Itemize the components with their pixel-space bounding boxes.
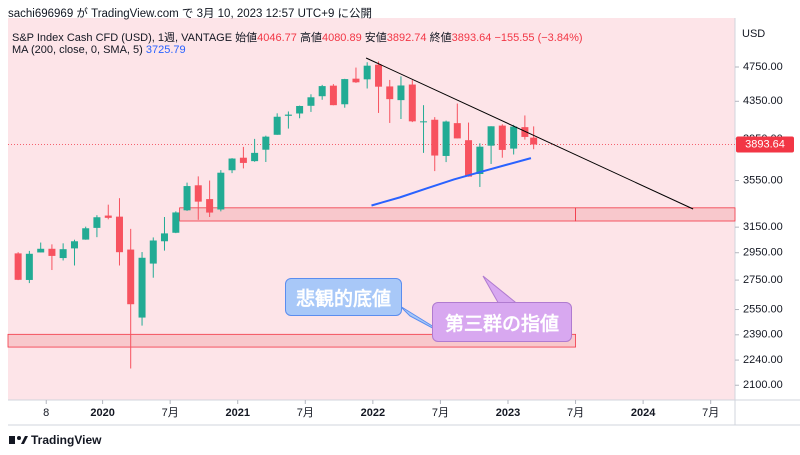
x-tick-label: 7月 [162, 407, 179, 419]
candle-body [431, 119, 439, 156]
candle-body [172, 212, 180, 233]
value: 4046.77 [257, 32, 297, 44]
candle-body [273, 116, 281, 135]
legend: S&P Index Cash CFD (USD), 1週, VANTAGE 始値… [12, 29, 583, 45]
candle-body [307, 97, 315, 106]
candle-body [82, 228, 90, 240]
candle-body [363, 65, 371, 80]
x-tick-label: 8 [43, 407, 49, 419]
candle-body [453, 123, 461, 139]
candle-body [386, 86, 394, 100]
zone [575, 207, 736, 222]
x-tick-label: 2023 [496, 407, 520, 419]
value: 3893.64 [451, 32, 492, 44]
label: 安値 [364, 32, 387, 44]
x-tick-label: 2024 [631, 407, 656, 419]
brand: TradingView [31, 433, 102, 447]
change: −155.55 [494, 32, 535, 44]
last-price-label: 3893.64 [745, 138, 785, 150]
y-tick-label: 2950.00 [743, 247, 783, 259]
candle-body [104, 215, 112, 218]
candle-body [115, 216, 123, 253]
y-unit: USD [742, 28, 765, 40]
candle-body [329, 85, 337, 106]
candle-body [296, 105, 304, 114]
y-tick-label: 2240.00 [743, 354, 783, 366]
label: 終値 [429, 32, 452, 44]
candle-body [194, 185, 202, 202]
candle-body [352, 78, 360, 83]
title: S&P Index Cash CFD (USD), 1週, VANTAGE [12, 32, 233, 44]
candle-body [521, 127, 529, 137]
published: sachi696969 が TradingView.com で 3月 10, 2… [8, 8, 373, 20]
candle-body [318, 86, 326, 97]
brand-logo [9, 436, 28, 444]
y-tick-label: 2550.00 [743, 303, 783, 315]
candle-body [160, 233, 168, 242]
x-tick-label: 7月 [432, 407, 449, 419]
candle-body [476, 146, 484, 175]
ma-line [371, 157, 532, 207]
candle-body [251, 152, 259, 162]
y-tick-label: 2100.00 [743, 379, 783, 391]
candle-body [341, 79, 349, 105]
y-tick-label: 4350.00 [743, 95, 783, 107]
candle-body [149, 240, 157, 264]
value: 4080.89 [321, 32, 362, 44]
value: 3892.74 [386, 32, 427, 44]
ma-legend: MA (200, close, 0, SMA, 5) 3725.79 [12, 44, 186, 56]
candle-body [48, 248, 56, 256]
candle-body [510, 126, 518, 149]
trend-line [365, 57, 694, 210]
candle-body [530, 137, 538, 145]
candle-body [420, 121, 428, 123]
ma-name: MA (200, close, 0, SMA, 5) [12, 44, 143, 56]
candle-body [375, 64, 383, 87]
candle-body [217, 172, 225, 210]
candle-body [206, 199, 214, 213]
candle-body [397, 85, 405, 101]
change-pct: (−3.84%) [537, 32, 583, 44]
y-tick-label: 3150.00 [743, 221, 783, 233]
y-tick-label: 2750.00 [743, 274, 783, 286]
last-price-box [736, 136, 794, 153]
candle-body [487, 126, 495, 146]
label: 高値 [299, 32, 322, 44]
candle-body [442, 121, 450, 156]
candle-body [93, 217, 101, 228]
candle-body [59, 249, 67, 259]
candle-body [498, 125, 506, 150]
label: 始値 [235, 32, 258, 44]
candle-body [228, 158, 236, 171]
candle-body [284, 114, 292, 116]
x-tick-label: 2022 [361, 407, 385, 419]
x-tick-label: 7月 [297, 407, 314, 419]
candle-body [262, 136, 270, 150]
candle-body [70, 241, 78, 249]
candle-body [14, 253, 22, 280]
y-tick-label: 2390.00 [743, 329, 783, 341]
candle-body [183, 186, 191, 211]
candle-body [465, 140, 473, 177]
callout: 悲観的底値 [285, 278, 402, 316]
candle-body [408, 84, 416, 122]
ma-value: 3725.79 [145, 44, 186, 56]
candle-body [37, 248, 45, 253]
x-tick-label: 7月 [702, 407, 719, 419]
candle-body [127, 249, 135, 305]
candle-body [239, 157, 247, 163]
zone [179, 207, 576, 222]
x-tick-label: 7月 [567, 407, 584, 419]
y-tick-label: 3550.00 [743, 174, 783, 186]
callout: 第三群の指値 [432, 302, 572, 342]
x-tick-label: 2020 [90, 407, 114, 419]
y-tick-label: 4750.00 [743, 61, 783, 73]
x-tick-label: 2021 [225, 407, 249, 419]
candle-body [25, 253, 33, 280]
candle-body [138, 257, 146, 318]
